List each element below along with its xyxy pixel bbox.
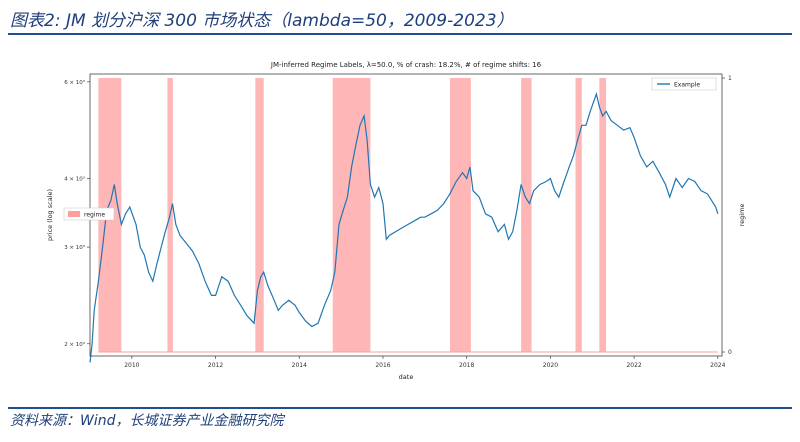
source-note: 资料来源：Wind，长城证券产业金融研究院 — [10, 413, 284, 429]
x-tick-label: 2022 — [626, 362, 641, 369]
x-tick-label: 2012 — [208, 362, 223, 369]
y-tick-label: 6 × 10³ — [64, 79, 85, 86]
y-tick-label: 2 × 10³ — [64, 341, 85, 348]
regime-band — [449, 78, 471, 352]
y-axis-label: price (log scale) — [46, 189, 54, 241]
regime-band — [255, 78, 264, 352]
y2-tick-label: 0 — [728, 349, 732, 356]
y-tick: 4 × 10³ — [64, 175, 90, 182]
x-tick: 2020 — [543, 356, 558, 369]
y-tick: 2 × 10³ — [64, 341, 90, 348]
y-tick: 6 × 10³ — [64, 79, 90, 86]
x-tick-label: 2018 — [459, 362, 474, 369]
chart-title: JM-inferred Regime Labels, λ=50.0, % of … — [270, 61, 542, 69]
y-tick-label: 3 × 10³ — [64, 244, 85, 251]
legend-regime-label: regime — [84, 212, 105, 219]
x-tick: 2012 — [208, 356, 223, 369]
footer-divider — [8, 407, 792, 409]
y-axis-ticks: 2 × 10³ 3 × 10³ 4 × 10³ 6 × 10³ — [64, 79, 90, 348]
series-line-example — [89, 91, 719, 363]
x-tick: 2010 — [124, 356, 140, 369]
plot-frame — [89, 73, 723, 357]
x-tick-label: 2016 — [375, 362, 390, 369]
y2-tick: 1 — [722, 75, 732, 82]
figure-header: 图表2: JM 划分沪深 300 市场状态（lambda=50，2009-202… — [0, 0, 800, 36]
legend-example-box — [651, 77, 717, 91]
x-tick: 2024 — [710, 356, 726, 369]
y-tick-label: 4 × 10³ — [64, 175, 85, 182]
y-tick: 3 × 10³ — [64, 244, 90, 251]
x-tick-label: 2010 — [124, 362, 139, 369]
x-tick: 2014 — [292, 356, 307, 369]
y2-axis-label: regime — [738, 204, 746, 227]
y2-axis-ticks: 01 — [722, 75, 732, 356]
x-tick-label: 2020 — [543, 362, 558, 369]
x-axis-ticks: 2010 2012 2014 2016 2018 2020 2022 2024 — [124, 356, 726, 369]
legend-regime-swatch — [68, 211, 80, 217]
x-tick: 2016 — [375, 356, 391, 369]
y2-tick: 0 — [722, 349, 732, 356]
legend-regime: regime — [63, 207, 115, 221]
regime-bands — [98, 78, 607, 352]
header-divider — [8, 33, 792, 35]
x-axis-label: date — [399, 373, 414, 381]
figure-caption: 图表2: JM 划分沪深 300 市场状态（lambda=50，2009-202… — [10, 11, 514, 31]
x-tick-label: 2024 — [710, 362, 725, 369]
x-tick-label: 2014 — [292, 362, 307, 369]
regime-band — [599, 78, 607, 352]
y2-tick-label: 1 — [728, 75, 732, 82]
x-tick: 2022 — [626, 356, 642, 369]
regime-band — [575, 78, 582, 352]
legend-example: Example — [651, 77, 717, 91]
x-tick: 2018 — [459, 356, 475, 369]
regime-band — [332, 78, 371, 352]
legend-example-label: Example — [674, 82, 700, 89]
regime-chart: 2010 2012 2014 2016 2018 2020 2022 2024 2 × 10³… — [46, 61, 746, 381]
regime-band — [521, 78, 532, 352]
